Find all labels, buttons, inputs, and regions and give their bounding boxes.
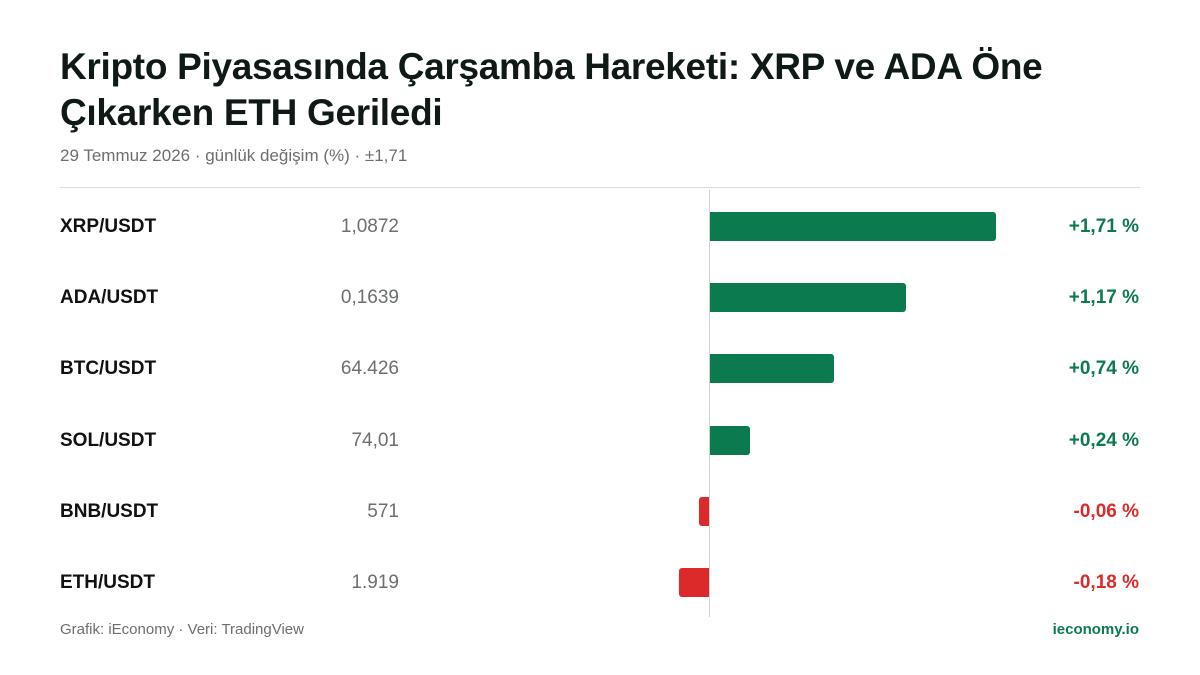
pair-label: BTC/USDT bbox=[60, 358, 157, 380]
price-value: 74,01 bbox=[351, 429, 399, 451]
change-label: +0,24 % bbox=[1068, 429, 1139, 451]
chart-row: BNB/USDT 571 -0,06 % bbox=[0, 492, 1200, 532]
bar bbox=[698, 496, 709, 526]
change-label: +0,74 % bbox=[1068, 358, 1139, 380]
chart-row: XRP/USDT 1,0872 +1,71 % bbox=[0, 207, 1200, 247]
price-value: 1.919 bbox=[351, 572, 399, 593]
chart-row: ETH/USDT 1.919 -0,18 % bbox=[0, 563, 1200, 603]
price-value: 571 bbox=[367, 500, 399, 522]
pair-label: BNB/USDT bbox=[60, 500, 159, 522]
change-label: +1,71 % bbox=[1068, 216, 1139, 237]
chart-subtitle: 29 Temmuz 2026 · günlük değişim (%) · ±1… bbox=[60, 146, 408, 165]
chart-row: SOL/USDT 74,01 +0,24 % bbox=[0, 421, 1200, 461]
price-value: 64.426 bbox=[340, 358, 399, 380]
bar bbox=[710, 354, 834, 384]
bar bbox=[710, 212, 996, 241]
source-credit: Grafik: iEconomy · Veri: TradingView bbox=[60, 621, 304, 638]
chart-row: BTC/USDT 64.426 +0,74 % bbox=[0, 349, 1200, 389]
bar bbox=[710, 425, 751, 455]
chart-row: ADA/USDT 0,1639 +1,17 % bbox=[0, 278, 1200, 318]
pair-label: ADA/USDT bbox=[60, 287, 159, 309]
chart-title: Kripto Piyasasında Çarşamba Hareketi: XR… bbox=[60, 46, 1043, 133]
pair-label: SOL/USDT bbox=[60, 429, 157, 451]
change-label: +1,17 % bbox=[1068, 287, 1139, 309]
pair-label: ETH/USDT bbox=[60, 572, 155, 593]
change-label: -0,18 % bbox=[1073, 572, 1139, 593]
pair-label: XRP/USDT bbox=[60, 216, 157, 237]
zero-axis-line bbox=[709, 190, 710, 617]
bar bbox=[678, 568, 709, 597]
price-value: 0,1639 bbox=[340, 287, 399, 309]
bar bbox=[710, 283, 906, 313]
header-divider bbox=[60, 187, 1140, 188]
price-value: 1,0872 bbox=[340, 216, 399, 237]
change-label: -0,06 % bbox=[1073, 500, 1139, 522]
brand-link[interactable]: ieconomy.io bbox=[1052, 621, 1139, 638]
